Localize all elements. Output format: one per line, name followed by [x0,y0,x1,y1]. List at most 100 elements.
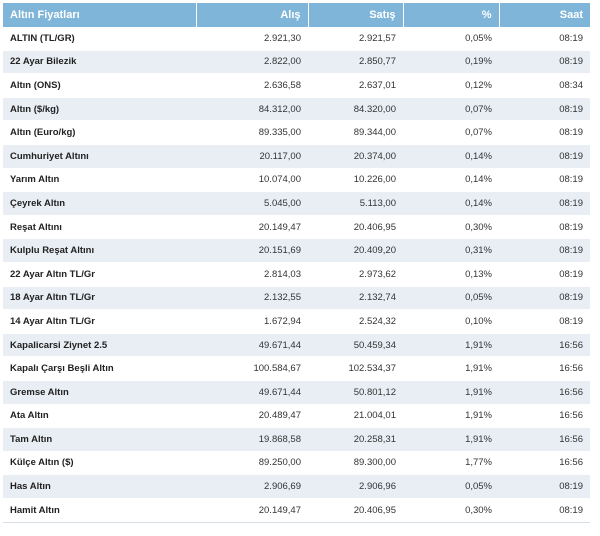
row-sell-price: 20.406,95 [308,498,403,523]
row-sell-price: 2.637,01 [308,73,403,98]
header-name[interactable]: Altın Fiyatları [3,3,197,27]
row-time: 08:19 [499,50,590,75]
table-row[interactable]: Çeyrek Altın 5.045,00 5.113,00 0,14% 08:19 [3,191,590,216]
table-row[interactable]: Has Altın 2.906,69 2.906,96 0,05% 08:19 [3,474,590,499]
row-buy-price: 10.074,00 [196,168,308,193]
table-row[interactable]: ALTIN (TL/GR) 2.921,30 2.921,57 0,05% 08:19 [3,27,590,51]
table-row[interactable]: Cumhuriyet Altını 20.117,00 20.374,00 0,14%… [3,144,590,169]
row-sell-price: 20.258,31 [308,427,403,452]
row-change-percent: 1,91% [403,380,499,405]
row-sell-price: 2.850,77 [308,50,403,75]
row-name: 22 Ayar Bilezik [3,50,196,75]
row-change-percent: 0,13% [403,262,499,287]
row-buy-price: 5.045,00 [196,191,308,216]
table-header-row: Altın Fiyatları Alış Satış % Saat [3,3,590,27]
table-row[interactable]: Tam Altın 19.868,58 20.258,31 1,91% 16:56 [3,427,590,452]
table-row[interactable]: Hamit Altın 20.149,47 20.406,95 0,30% 08:19 [3,498,590,523]
header-time[interactable]: Saat [499,3,590,27]
table-row[interactable]: Külçe Altın ($) 89.250,00 89.300,00 1,77% 16… [3,451,590,476]
row-buy-price: 49.671,44 [196,380,308,405]
row-sell-price: 2.906,96 [308,474,403,499]
header-percent[interactable]: % [403,3,500,27]
row-change-percent: 0,14% [403,191,499,216]
row-time: 08:19 [499,474,590,499]
table-row[interactable]: Kapalicarsi Ziynet 2.5 49.671,44 50.459,34… [3,333,590,358]
row-name: Yarım Altın [3,168,196,193]
row-buy-price: 84.312,00 [196,97,308,122]
row-sell-price: 20.374,00 [308,144,403,169]
table-row[interactable]: 22 Ayar Bilezik 2.822,00 2.850,77 0,19% 08:1… [3,50,590,75]
row-sell-price: 102.534,37 [308,356,403,381]
row-buy-price: 2.814,03 [196,262,308,287]
row-sell-price: 84.320,00 [308,97,403,122]
row-name: Kapalı Çarşı Beşli Altın [3,356,196,381]
row-change-percent: 0,07% [403,97,499,122]
row-time: 08:19 [499,120,590,145]
table-row[interactable]: Ata Altın 20.489,47 21.004,01 1,91% 16:56 [3,404,590,429]
row-buy-price: 2.132,55 [196,286,308,311]
header-buy[interactable]: Alış [196,3,309,27]
row-change-percent: 0,05% [403,474,499,499]
row-sell-price: 2.132,74 [308,286,403,311]
row-sell-price: 89.344,00 [308,120,403,145]
row-change-percent: 0,19% [403,50,499,75]
row-buy-price: 20.151,69 [196,238,308,263]
row-buy-price: 2.906,69 [196,474,308,499]
row-time: 16:56 [499,380,590,405]
gold-prices-table: Altın Fiyatları Alış Satış % Saat ALTIN … [3,3,590,523]
row-change-percent: 0,14% [403,144,499,169]
row-name: Reşat Altını [3,215,196,240]
table-row[interactable]: Altın (Euro/kg) 89.335,00 89.344,00 0,07% 08… [3,120,590,145]
table-row[interactable]: Altın (ONS) 2.636,58 2.637,01 0,12% 08:34 [3,73,590,98]
row-name: Altın ($/kg) [3,97,196,122]
table-row[interactable]: 22 Ayar Altın TL/Gr 2.814,03 2.973,62 0,13%… [3,262,590,287]
row-name: ALTIN (TL/GR) [3,27,196,51]
row-name: Kulplu Reşat Altını [3,238,196,263]
header-sell[interactable]: Satış [308,3,404,27]
row-name: Gremse Altın [3,380,196,405]
row-change-percent: 0,31% [403,238,499,263]
table-row[interactable]: 14 Ayar Altın TL/Gr 1.672,94 2.524,32 0,10%… [3,309,590,334]
row-time: 16:56 [499,333,590,358]
row-name: Altın (Euro/kg) [3,120,196,145]
row-buy-price: 2.921,30 [196,27,308,51]
row-time: 08:19 [499,262,590,287]
row-buy-price: 89.250,00 [196,451,308,476]
table-row[interactable]: 18 Ayar Altın TL/Gr 2.132,55 2.132,74 0,05%… [3,286,590,311]
row-time: 08:34 [499,73,590,98]
row-time: 08:19 [499,97,590,122]
row-time: 08:19 [499,238,590,263]
row-name: 14 Ayar Altın TL/Gr [3,309,196,334]
table-row[interactable]: Gremse Altın 49.671,44 50.801,12 1,91% 16:56 [3,380,590,405]
row-name: Çeyrek Altın [3,191,196,216]
table-row[interactable]: Kulplu Reşat Altını 20.151,69 20.409,20 0,3… [3,238,590,263]
row-change-percent: 1,91% [403,356,499,381]
table-row[interactable]: Kapalı Çarşı Beşli Altın 100.584,67 102.53… [3,356,590,381]
row-time: 08:19 [499,309,590,334]
row-change-percent: 0,30% [403,215,499,240]
row-sell-price: 10.226,00 [308,168,403,193]
table-row[interactable]: Altın ($/kg) 84.312,00 84.320,00 0,07% 08:19 [3,97,590,122]
table-body: ALTIN (TL/GR) 2.921,30 2.921,57 0,05% 08:19 2… [3,27,590,523]
row-buy-price: 2.822,00 [196,50,308,75]
row-change-percent: 1,91% [403,333,499,358]
row-name: Tam Altın [3,427,196,452]
row-name: Altın (ONS) [3,73,196,98]
row-name: Has Altın [3,474,196,499]
row-change-percent: 0,05% [403,27,499,51]
row-time: 16:56 [499,427,590,452]
row-sell-price: 2.973,62 [308,262,403,287]
row-name: Cumhuriyet Altını [3,144,196,169]
row-time: 16:56 [499,404,590,429]
row-buy-price: 49.671,44 [196,333,308,358]
table-row[interactable]: Yarım Altın 10.074,00 10.226,00 0,14% 08:19 [3,168,590,193]
table-bottom-divider [3,522,590,523]
row-buy-price: 100.584,67 [196,356,308,381]
table-row[interactable]: Reşat Altını 20.149,47 20.406,95 0,30% 08:19 [3,215,590,240]
row-sell-price: 5.113,00 [308,191,403,216]
row-time: 08:19 [499,168,590,193]
row-change-percent: 0,05% [403,286,499,311]
row-sell-price: 2.921,57 [308,27,403,51]
row-buy-price: 20.489,47 [196,404,308,429]
row-sell-price: 50.459,34 [308,333,403,358]
